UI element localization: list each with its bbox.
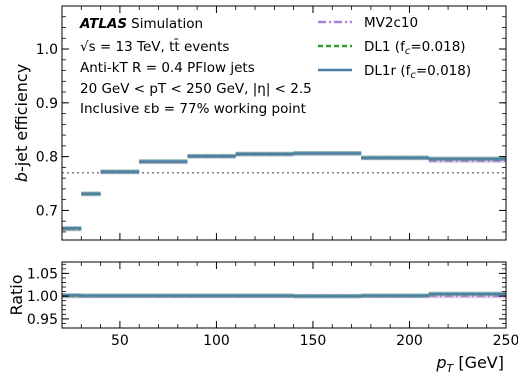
legend-label-1: DL1 (fc=0.018)	[364, 39, 466, 57]
ratio-xtick-label-1: 100	[203, 333, 230, 349]
ratio-xtick-label-0: 50	[111, 333, 129, 349]
legend-label-2: DL1r (fc=0.018)	[364, 63, 471, 81]
ratio-xtick-label-2: 150	[300, 333, 327, 349]
main-ytick-label-2: 0.9	[36, 96, 58, 112]
main-plot-frame	[61, 5, 507, 241]
annotation-kinematics: 20 GeV < pT < 250 GeV, |η| < 2.5	[80, 81, 312, 97]
annotation-atlas: ATLAS Simulation	[79, 16, 203, 32]
ratio-panel: 0.95 1.00 1.05 50 100 150 200 250 Ratio pT [GeV…	[7, 261, 518, 375]
annotation-block: ATLAS Simulation √s = 13 TeV, tt̄ events …	[79, 16, 312, 117]
ratio-ytick-label-1: 1.00	[27, 289, 58, 305]
main-series-group	[62, 151, 506, 232]
main-ytick-label-1: 0.8	[36, 150, 58, 166]
legend: MV2c10 DL1 (fc=0.018) DL1r (fc=0.018)	[318, 15, 471, 81]
annotation-energy: √s = 13 TeV, tt̄ events	[80, 38, 229, 55]
ratio-ytick-label-2: 1.05	[27, 266, 58, 282]
annotation-working-point: Inclusive εb = 77% working point	[80, 101, 306, 117]
main-ytick-label-3: 1.0	[36, 42, 58, 58]
ratio-series-group	[62, 291, 506, 299]
annotation-jets: Anti-kT R = 0.4 PFlow jets	[80, 60, 255, 76]
legend-label-0: MV2c10	[364, 15, 418, 31]
main-y-axis-label: b-jet efficiency	[12, 64, 31, 182]
x-axis-label: pT [GeV]	[435, 353, 504, 375]
main-panel: 0.7 0.8 0.9 1.0 b-jet efficiency ATLAS Simul…	[12, 5, 507, 241]
ratio-plot-frame	[61, 261, 507, 329]
ratio-xtick-label-4: 250	[493, 333, 518, 349]
main-ytick-label-0: 0.7	[36, 203, 58, 219]
ratio-y-axis-label: Ratio	[7, 274, 26, 315]
ratio-ticks-group: 0.95 1.00 1.05 50 100 150 200 250	[27, 262, 518, 349]
ratio-ytick-label-0: 0.95	[27, 312, 58, 328]
ratio-xtick-label-3: 200	[396, 333, 423, 349]
